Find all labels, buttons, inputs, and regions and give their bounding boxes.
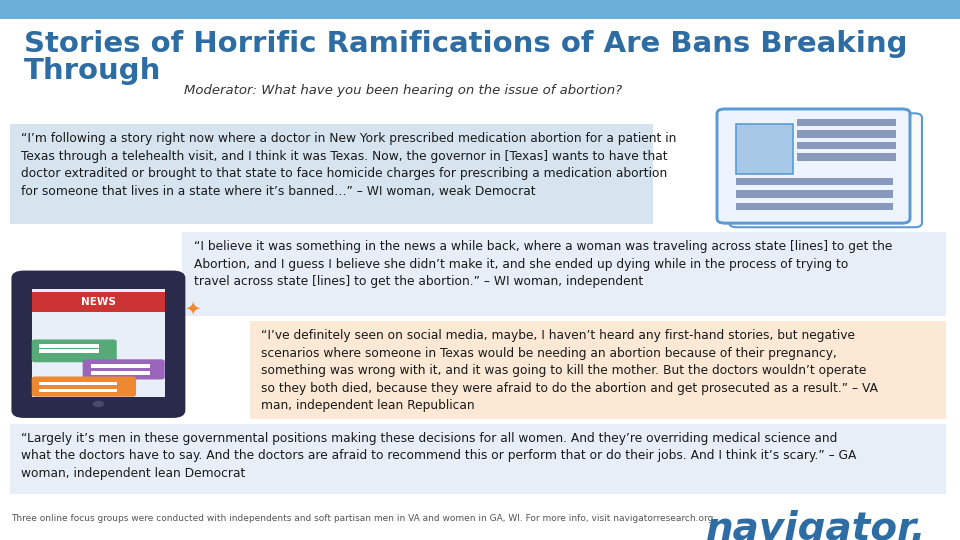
FancyBboxPatch shape	[736, 178, 893, 185]
FancyBboxPatch shape	[717, 109, 910, 223]
Text: navigator.: navigator.	[706, 510, 926, 540]
FancyBboxPatch shape	[39, 389, 117, 392]
FancyBboxPatch shape	[39, 382, 117, 385]
FancyBboxPatch shape	[250, 321, 946, 419]
Circle shape	[92, 401, 105, 407]
FancyBboxPatch shape	[10, 424, 946, 494]
FancyBboxPatch shape	[39, 344, 99, 348]
Text: ✦: ✦	[183, 299, 201, 318]
FancyBboxPatch shape	[717, 109, 910, 223]
FancyBboxPatch shape	[797, 119, 897, 126]
Text: “Largely it’s men in these governmental positions making these decisions for all: “Largely it’s men in these governmental …	[21, 432, 856, 480]
FancyBboxPatch shape	[39, 349, 99, 353]
Text: NEWS: NEWS	[81, 297, 116, 307]
Text: “I’ve definitely seen on social media, maybe, I haven’t heard any first-hand sto: “I’ve definitely seen on social media, m…	[261, 329, 878, 413]
Text: Three online focus groups were conducted with independents and soft partisan men: Three online focus groups were conducted…	[12, 514, 717, 523]
FancyBboxPatch shape	[10, 124, 653, 224]
FancyBboxPatch shape	[736, 203, 893, 210]
FancyBboxPatch shape	[32, 340, 117, 362]
FancyBboxPatch shape	[12, 272, 184, 417]
FancyBboxPatch shape	[182, 232, 946, 316]
FancyBboxPatch shape	[91, 372, 151, 375]
Text: Through: Through	[24, 57, 161, 85]
FancyBboxPatch shape	[91, 364, 151, 368]
Text: Moderator: What have you been hearing on the issue of abortion?: Moderator: What have you been hearing on…	[184, 84, 622, 97]
FancyBboxPatch shape	[797, 153, 897, 161]
Text: “I’m following a story right now where a doctor in New York prescribed medicatio: “I’m following a story right now where a…	[21, 132, 677, 198]
FancyBboxPatch shape	[736, 190, 893, 198]
FancyBboxPatch shape	[797, 130, 897, 138]
FancyBboxPatch shape	[32, 376, 136, 397]
FancyBboxPatch shape	[32, 289, 165, 397]
FancyBboxPatch shape	[797, 142, 897, 149]
Text: Stories of Horrific Ramifications of Are Bans Breaking: Stories of Horrific Ramifications of Are…	[24, 30, 907, 58]
Bar	[0, 0, 960, 19]
FancyBboxPatch shape	[736, 124, 793, 174]
Text: “I believe it was something in the news a while back, where a woman was travelin: “I believe it was something in the news …	[194, 240, 892, 288]
FancyBboxPatch shape	[730, 113, 922, 227]
FancyBboxPatch shape	[83, 359, 165, 380]
FancyBboxPatch shape	[32, 292, 165, 312]
